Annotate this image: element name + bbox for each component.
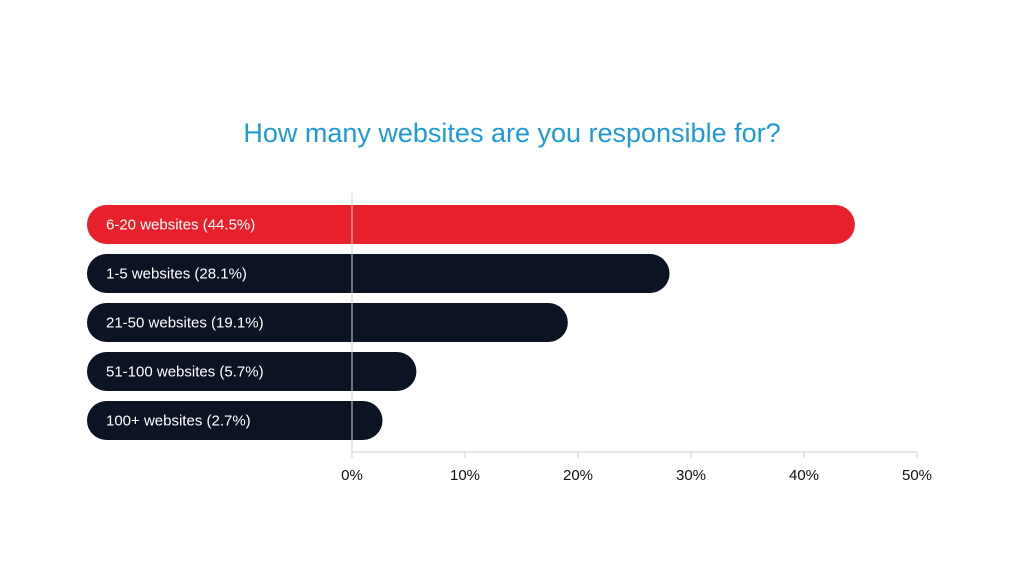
x-tick-label-20: 20%	[563, 467, 593, 484]
x-tick-label-30: 30%	[676, 467, 706, 484]
bar-labels-layer: 6-20 websites (44.5%) 1-5 websites (28.1%…	[106, 217, 264, 430]
bar-label-3: 21-50 websites (19.1%)	[106, 315, 264, 332]
x-tick-label-50: 50%	[902, 467, 932, 484]
x-axis: 0% 10% 20% 30% 40% 50%	[341, 193, 932, 484]
bar-label-2: 1-5 websites (28.1%)	[106, 266, 247, 283]
chart-title: How many websites are you responsible fo…	[243, 118, 781, 148]
x-tick-label-0: 0%	[341, 467, 363, 484]
x-tick-label-40: 40%	[789, 467, 819, 484]
bar-label-4: 51-100 websites (5.7%)	[106, 364, 264, 381]
bar-3	[87, 303, 568, 342]
bar-5	[87, 401, 383, 440]
bar-4	[87, 352, 417, 391]
bar-2	[87, 254, 670, 293]
bars-layer	[87, 205, 855, 440]
bar-label-1: 6-20 websites (44.5%)	[106, 217, 255, 234]
x-tick-label-10: 10%	[450, 467, 480, 484]
bar-label-5: 100+ websites (2.7%)	[106, 413, 251, 430]
bar-1	[87, 205, 855, 244]
